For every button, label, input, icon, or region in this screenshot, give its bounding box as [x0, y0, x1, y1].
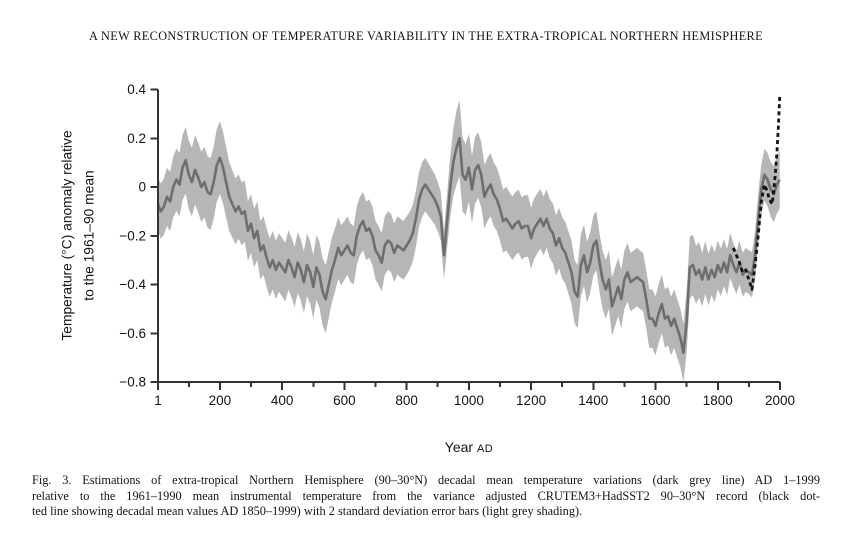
instrumental-line — [732, 96, 782, 291]
x-tick-label: 400 — [271, 393, 294, 408]
x-tick-label: 1600 — [641, 393, 671, 408]
uncertainty-band — [158, 99, 780, 383]
y-axis-label-line-1: Temperature (°C) anomaly relative — [59, 130, 75, 341]
y-tick-label: 0.4 — [127, 82, 146, 97]
x-axis-label-era: AD — [476, 443, 494, 455]
x-tick-label: 800 — [395, 393, 418, 408]
x-tick-label: 1800 — [703, 393, 733, 408]
caption-line: relative to the 1961–1990 mean instrumen… — [32, 488, 820, 503]
figure-caption: Fig. 3. Estimations of extra-tropical No… — [32, 473, 820, 520]
y-tick-label: 0.2 — [127, 131, 146, 146]
y-tick-label: 0 — [138, 180, 146, 195]
figure-chart: 0.40.20−0.2−0.4−0.6−0.81 200 400 600 800 1000… — [119, 82, 795, 408]
x-tick-label: 200 — [209, 393, 232, 408]
y-axis-label-line-2: to the 1961–90 mean — [81, 170, 97, 301]
x-tick-label: 600 — [333, 393, 356, 408]
y-tick-label: −0.2 — [119, 228, 146, 243]
y-tick-label: −0.4 — [119, 277, 146, 292]
x-tick-label: 1000 — [454, 393, 484, 408]
x-axis-label-word: Year — [444, 439, 474, 455]
y-tick-label: −0.8 — [119, 375, 146, 390]
x-tick-label: 1 — [154, 393, 162, 408]
caption-line: ted line showing decadal mean values AD … — [32, 504, 583, 519]
y-tick-label: −0.6 — [119, 326, 146, 341]
reconstruction-line — [156, 137, 781, 355]
x-tick-label: 1200 — [516, 393, 546, 408]
x-tick-label: 2000 — [765, 393, 795, 408]
running-head-title: A NEW RECONSTRUCTION OF TEMPERATURE VARI… — [89, 29, 763, 43]
x-tick-label: 1400 — [578, 393, 608, 408]
caption-line: Fig. 3. Estimations of extra-tropical No… — [32, 473, 820, 487]
x-axis-label: Year AD — [369, 439, 569, 455]
